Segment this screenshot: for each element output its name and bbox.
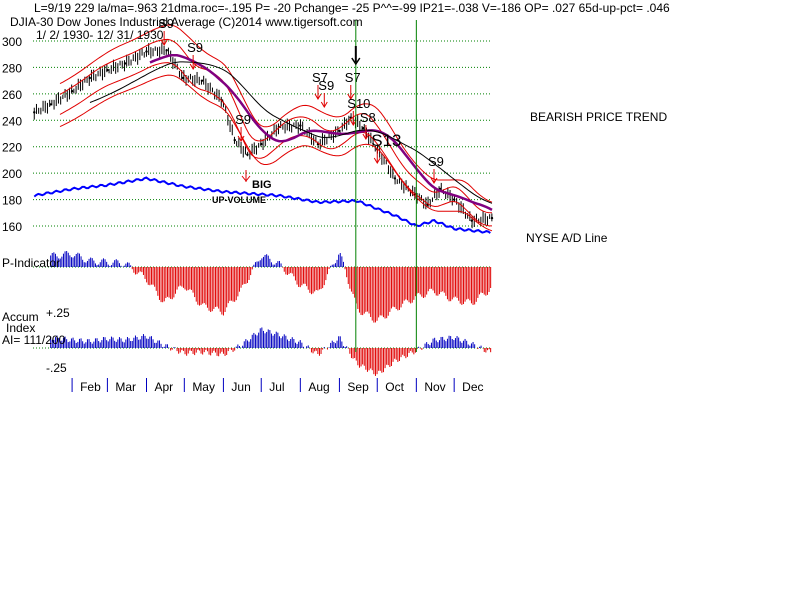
signal-arrowhead <box>373 157 381 164</box>
ad-line-group <box>33 176 491 234</box>
month-label: Apr <box>154 380 173 394</box>
accum-index-label: Index <box>6 321 35 335</box>
ma-black <box>89 61 493 204</box>
y-tick-label: 280 <box>2 61 22 75</box>
signal-label: S10 <box>347 96 370 111</box>
p-indicator-label: P-Indicator <box>2 256 60 270</box>
month-label: Oct <box>385 380 404 394</box>
big-up-volume-label-2: UP-VOLUME <box>212 195 266 205</box>
price-bands <box>59 24 493 232</box>
y-tick-label: 200 <box>2 167 22 181</box>
upper-band <box>59 24 493 203</box>
signal-label: S13 <box>371 131 401 150</box>
y-axis-ticks: 160 180 200 220 240 260 280 300 <box>2 35 22 234</box>
y-tick-label: 240 <box>2 114 22 128</box>
y-tick-label: 220 <box>2 141 22 155</box>
header-line1: L=9/19 229 la/ma=.963 21dma.roc=-.195 P=… <box>34 1 670 15</box>
accum-top-label: +.25 <box>46 306 70 320</box>
ai-value-label: AI= 111/200 <box>2 333 66 347</box>
signal-label: S7 <box>312 70 328 85</box>
month-axis: Feb Mar Apr May Jun Jul Aug Sep Oct Nov Dec <box>71 378 484 394</box>
ad-line <box>33 176 491 234</box>
month-label: May <box>192 380 215 394</box>
signal-arrowhead <box>160 39 168 46</box>
signal-arrowhead <box>314 93 322 100</box>
y-tick-label: 260 <box>2 88 22 102</box>
month-label: Sep <box>347 380 369 394</box>
month-label: Aug <box>308 380 329 394</box>
vertical-markers <box>351 20 417 352</box>
accum-label: Accum <box>2 310 39 324</box>
month-label: Jul <box>269 380 284 394</box>
header-line2: DJIA-30 Dow Jones Industrial Average (C)… <box>10 15 363 29</box>
y-tick-label: 160 <box>2 220 22 234</box>
signal-arrowhead <box>347 93 355 100</box>
signal-label: S9 <box>158 16 174 31</box>
lower-band <box>59 74 493 232</box>
ma-purple <box>149 53 493 212</box>
signal-arrowhead <box>362 133 370 140</box>
header-line3: 1/ 2/ 1930- 12/ 31/ 1930 <box>36 28 164 42</box>
big-up-arrow <box>241 170 251 182</box>
accum-bottom-label: -.25 <box>46 361 67 375</box>
inner-lower-band <box>59 62 492 227</box>
accum-panel <box>50 327 492 376</box>
p-indicator-bars <box>50 251 492 323</box>
signal-label: S7 <box>345 70 361 85</box>
inner-upper-band <box>59 38 492 214</box>
big-up-volume-label-1: BIG <box>252 179 272 191</box>
y-tick-label: 180 <box>2 194 22 208</box>
signal-arrowhead <box>320 101 328 108</box>
accum-index-bars <box>50 327 492 376</box>
month-label: Mar <box>115 380 136 394</box>
signal-label: S9 <box>428 154 444 169</box>
signal-arrowhead <box>237 135 245 142</box>
month-label: Nov <box>424 380 445 394</box>
signal-label: S8 <box>360 110 376 125</box>
p-indicator-panel <box>50 251 492 323</box>
y-tick-label: 300 <box>2 35 22 49</box>
month-label: Dec <box>462 380 483 394</box>
signal-arrowhead <box>189 63 197 70</box>
signal-arrowhead <box>349 119 357 126</box>
black-down-arrowhead <box>351 57 361 66</box>
month-label: Jun <box>231 380 250 394</box>
signal-label: S9 <box>235 112 251 127</box>
trend-label: BEARISH PRICE TREND <box>530 110 667 124</box>
signal-label: S9 <box>318 78 334 93</box>
signal-arrowhead <box>430 177 438 184</box>
ad-line-label: NYSE A/D Line <box>526 231 608 245</box>
month-label: Feb <box>80 380 101 394</box>
signal-label: S9 <box>187 40 203 55</box>
